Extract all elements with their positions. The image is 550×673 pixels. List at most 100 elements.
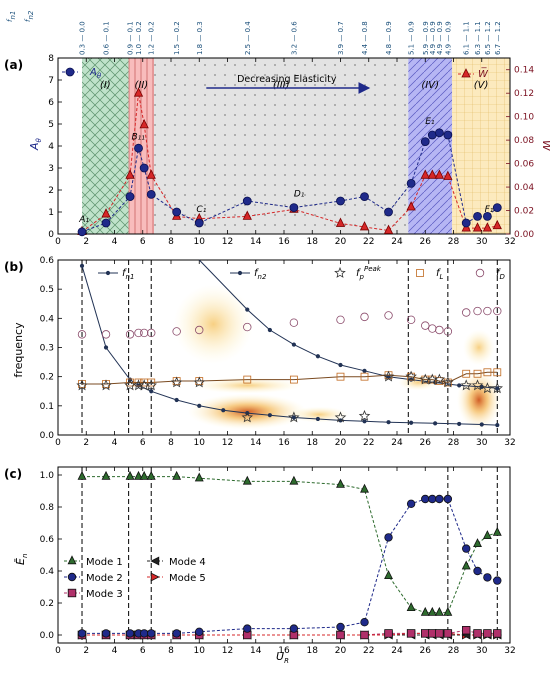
mode-point xyxy=(360,630,369,640)
top-axis-row1-label: fn1 xyxy=(6,11,17,22)
fD-point xyxy=(243,322,252,332)
legend-mode-label: Mode 3 xyxy=(86,589,123,600)
region-label: (V) xyxy=(474,80,489,91)
panel-c-xtick-label: 28 xyxy=(448,646,460,656)
mode-point xyxy=(243,624,252,633)
region-label: (I) xyxy=(100,80,111,91)
legend-circle xyxy=(475,268,485,278)
panel-b: (b) 0 2 4 6 8 10 12 14 16 18 20 22 24 26 28 30 320.00.10… xyxy=(4,256,516,448)
panel-b-xtick-label: 28 xyxy=(448,438,460,448)
region-label: (III) xyxy=(273,80,290,91)
panel-c-xtick-label: 2 xyxy=(83,646,89,656)
mode-point xyxy=(427,606,437,616)
panel-a-xtick-label: 32 xyxy=(504,237,515,247)
legend-mode-label: Mode 4 xyxy=(169,557,206,568)
mode-point xyxy=(482,530,492,539)
fD-point xyxy=(147,328,156,338)
panel-c-ytick-label: 1.0 xyxy=(40,471,55,481)
w-point xyxy=(335,217,346,227)
panel-b-xtick-label: 24 xyxy=(391,438,403,448)
mode-point xyxy=(428,494,437,504)
fp-peak-point xyxy=(76,379,88,391)
fn2-point xyxy=(291,342,296,347)
panel-a-xtick-label: 22 xyxy=(363,237,374,247)
panel-c-xtick-label: 10 xyxy=(194,646,206,656)
panel-a-ytick-label: 6 xyxy=(48,98,54,108)
fL-point xyxy=(483,368,492,377)
fp-peak-point xyxy=(358,409,371,421)
fp-peak-point xyxy=(382,370,395,382)
mode-point xyxy=(473,538,482,547)
panel-a-ytick-label: 7 xyxy=(48,76,54,86)
panel-a-y2tick-label: 0.00 xyxy=(514,230,534,240)
panel-a-y2tick-label: 0.04 xyxy=(514,183,534,193)
fD-point xyxy=(289,318,299,327)
mode-point xyxy=(139,470,149,480)
panel-b-series: fn1 fn2 fpPeak fL fD xyxy=(76,259,506,428)
a-theta-point xyxy=(101,218,111,228)
fD-point xyxy=(77,330,87,339)
mode-point xyxy=(473,629,482,638)
mode-point xyxy=(336,630,345,640)
fp-peak-point xyxy=(170,376,183,388)
panel-c: (c) 0 2 4 6 8 10 12 14 16 18 20 22 24 26 28 30 320.00.20… xyxy=(4,466,516,665)
top-axis-tick-label: 4.9 — 0.9 xyxy=(429,21,437,55)
panel-a-xtick-label: 8 xyxy=(168,237,174,247)
w-point xyxy=(139,118,149,129)
legend-mode-label: Mode 2 xyxy=(86,573,123,584)
fn1-point xyxy=(197,403,202,408)
fD-point xyxy=(428,324,437,333)
fL-point xyxy=(126,378,134,387)
panel-a-ytick-label: 1 xyxy=(48,208,54,218)
a-theta-point xyxy=(336,196,345,206)
fn1-point xyxy=(362,419,367,424)
panel-c-xtick-label: 14 xyxy=(250,646,262,656)
panel-a-y2tick-label: 0.14 xyxy=(514,66,534,76)
mode-point xyxy=(289,475,299,485)
fD-point xyxy=(125,330,135,339)
fL-point xyxy=(462,369,471,378)
fD-point xyxy=(473,306,482,316)
w-point xyxy=(427,169,437,179)
a-theta-point xyxy=(461,218,471,228)
legend-mode-marker xyxy=(150,556,160,566)
panel-b-xtick-label: 16 xyxy=(278,438,290,448)
panel-a-y2tick-label: 0.10 xyxy=(514,113,534,123)
fp-peak-point xyxy=(193,376,205,388)
a-theta-point xyxy=(406,178,416,188)
top-axis-tick-label: 2.5 — 0.4 xyxy=(244,21,252,55)
panel-b-xtick-label: 4 xyxy=(112,438,118,448)
fL-point xyxy=(493,368,502,377)
w-point xyxy=(383,224,394,234)
fn1-point xyxy=(267,413,272,418)
panel-a-axes: 0 2 4 6 8 10 12 14 16 18 20 22 24 26 28 30 320123456780.… xyxy=(28,54,550,247)
mode-point xyxy=(462,626,471,635)
mode-point xyxy=(443,629,453,638)
panel-a-y2tick-label: 0.08 xyxy=(514,136,534,146)
top-axis-tick-label: 5.9 — 0.9 xyxy=(422,21,430,55)
mode-point xyxy=(101,629,111,638)
top-axis-tick-label: 3.2 — 0.6 xyxy=(290,21,298,55)
top-axis-tick-label: 1.8 — 0.3 xyxy=(196,21,204,55)
panel-a-xtick-label: 18 xyxy=(307,237,319,247)
mode-point xyxy=(483,629,492,638)
top-axis-tick-label: 5.1 — 0.9 xyxy=(408,21,416,55)
panel-a-y2label: W̅ xyxy=(540,140,550,152)
mode-point xyxy=(492,526,502,536)
panel-c-xtick-label: 32 xyxy=(504,646,515,656)
fp-peak-point xyxy=(334,411,347,423)
mode-point xyxy=(493,629,502,638)
fn1-point xyxy=(457,421,462,427)
top-frequency-axis: 0.3 — 0.0 0.6 — 0.1 0.9 — 0.1 1.0 — 0.2 1.2 … xyxy=(6,10,502,55)
top-axis-tick-label: 4.4 — 0.8 xyxy=(361,21,369,55)
fn2-point xyxy=(457,383,462,388)
legend-star xyxy=(334,266,346,278)
mode-point xyxy=(443,606,453,616)
region-pattern xyxy=(408,58,453,234)
fL-line xyxy=(82,371,498,385)
fD-point xyxy=(462,308,471,317)
fD-point xyxy=(336,315,345,324)
fn1-point xyxy=(479,422,484,427)
mode-point xyxy=(146,470,156,480)
